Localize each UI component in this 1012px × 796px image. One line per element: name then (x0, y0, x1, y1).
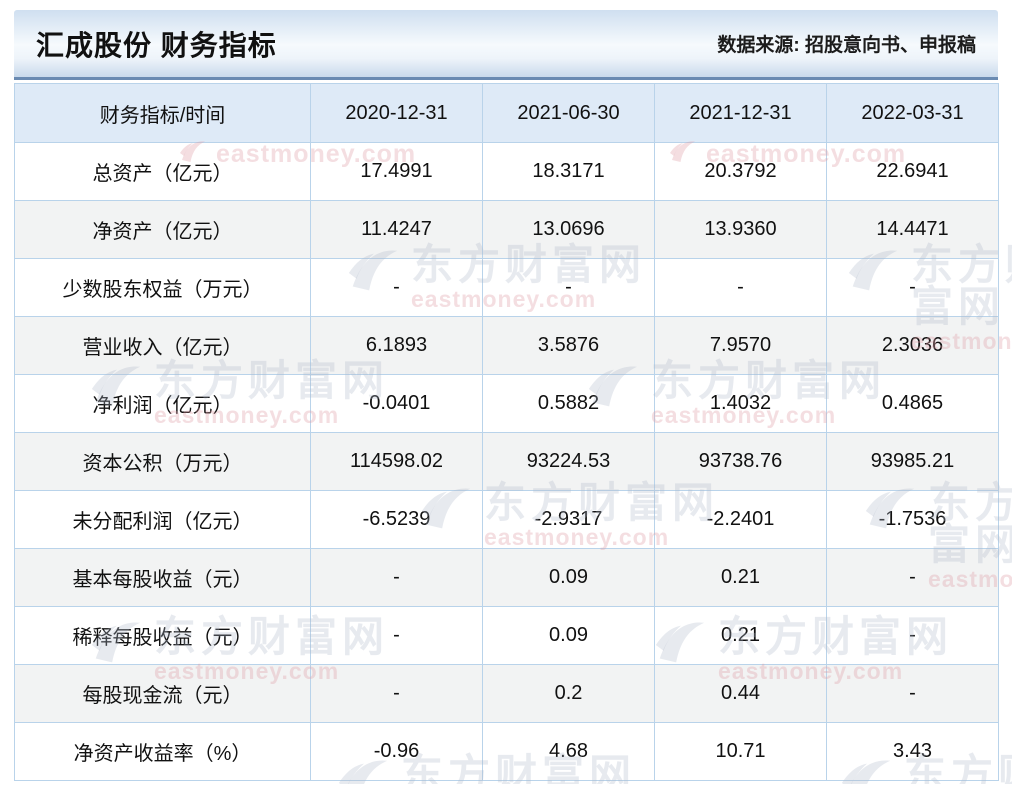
value-cell: 0.44 (654, 664, 827, 723)
metric-label-cell: 稀释每股收益（元） (14, 606, 311, 665)
data-source-label: 数据来源: 招股意向书、申报稿 (717, 35, 976, 56)
column-header-date: 2021-12-31 (654, 83, 827, 143)
value-cell: 93985.21 (826, 432, 999, 491)
value-cell: 18.3171 (482, 142, 655, 201)
value-cell: 6.1893 (310, 316, 483, 375)
table-row: 净资产（亿元） 11.4247 13.0696 13.9360 14.4471 (14, 200, 999, 259)
metric-label-cell: 每股现金流（元） (14, 664, 311, 723)
title-banner: 汇成股份 财务指标 数据来源: 招股意向书、申报稿 (14, 10, 998, 80)
table-row: 少数股东权益（万元） - - - - (14, 258, 999, 317)
value-cell: 0.21 (654, 606, 827, 665)
value-cell: 0.5882 (482, 374, 655, 433)
value-cell: 3.43 (826, 722, 999, 781)
value-cell: -0.0401 (310, 374, 483, 433)
value-cell: -2.2401 (654, 490, 827, 549)
value-cell: 22.6941 (826, 142, 999, 201)
column-header-date: 2022-03-31 (826, 83, 999, 143)
metric-label-cell: 总资产（亿元） (14, 142, 311, 201)
financial-indicators-table: 财务指标/时间 2020-12-31 2021-06-30 2021-12-31… (14, 83, 999, 781)
value-cell: -6.5239 (310, 490, 483, 549)
value-cell: 0.4865 (826, 374, 999, 433)
table-row: 净资产收益率（%） -0.96 4.68 10.71 3.43 (14, 722, 999, 781)
value-cell: 0.09 (482, 606, 655, 665)
value-cell: - (826, 664, 999, 723)
metric-label-cell: 净利润（亿元） (14, 374, 311, 433)
table-row: 每股现金流（元） - 0.2 0.44 - (14, 664, 999, 723)
value-cell: 0.2 (482, 664, 655, 723)
table-row: 资本公积（万元） 114598.02 93224.53 93738.76 939… (14, 432, 999, 491)
column-header-date: 2021-06-30 (482, 83, 655, 143)
metric-label-cell: 资本公积（万元） (14, 432, 311, 491)
value-cell: 4.68 (482, 722, 655, 781)
value-cell: 13.0696 (482, 200, 655, 259)
value-cell: 114598.02 (310, 432, 483, 491)
metric-label-cell: 基本每股收益（元） (14, 548, 311, 607)
value-cell: -1.7536 (826, 490, 999, 549)
page-title: 汇成股份 财务指标 (36, 29, 277, 61)
value-cell: - (482, 258, 655, 317)
metric-label-cell: 未分配利润（亿元） (14, 490, 311, 549)
value-cell: 7.9570 (654, 316, 827, 375)
value-cell: - (310, 548, 483, 607)
table-header-row: 财务指标/时间 2020-12-31 2021-06-30 2021-12-31… (14, 83, 999, 143)
value-cell: 0.09 (482, 548, 655, 607)
table-row: 基本每股收益（元） - 0.09 0.21 - (14, 548, 999, 607)
metric-label-cell: 营业收入（亿元） (14, 316, 311, 375)
value-cell: 14.4471 (826, 200, 999, 259)
value-cell: 1.4032 (654, 374, 827, 433)
table-row: 净利润（亿元） -0.0401 0.5882 1.4032 0.4865 (14, 374, 999, 433)
metric-label-cell: 少数股东权益（万元） (14, 258, 311, 317)
value-cell: - (826, 548, 999, 607)
value-cell: - (826, 606, 999, 665)
value-cell: 13.9360 (654, 200, 827, 259)
table-row: 稀释每股收益（元） - 0.09 0.21 - (14, 606, 999, 665)
value-cell: 2.3036 (826, 316, 999, 375)
value-cell: 11.4247 (310, 200, 483, 259)
value-cell: -2.9317 (482, 490, 655, 549)
table-row: 总资产（亿元） 17.4991 18.3171 20.3792 22.6941 (14, 142, 999, 201)
table-row: 未分配利润（亿元） -6.5239 -2.9317 -2.2401 -1.753… (14, 490, 999, 549)
value-cell: - (826, 258, 999, 317)
value-cell: - (310, 606, 483, 665)
value-cell: - (654, 258, 827, 317)
value-cell: 3.5876 (482, 316, 655, 375)
value-cell: 93738.76 (654, 432, 827, 491)
metric-label-cell: 净资产收益率（%） (14, 722, 311, 781)
value-cell: 0.21 (654, 548, 827, 607)
value-cell: 10.71 (654, 722, 827, 781)
column-header-metric: 财务指标/时间 (14, 83, 311, 143)
value-cell: - (310, 664, 483, 723)
value-cell: - (310, 258, 483, 317)
value-cell: 93224.53 (482, 432, 655, 491)
table-row: 营业收入（亿元） 6.1893 3.5876 7.9570 2.3036 (14, 316, 999, 375)
value-cell: -0.96 (310, 722, 483, 781)
value-cell: 20.3792 (654, 142, 827, 201)
value-cell: 17.4991 (310, 142, 483, 201)
metric-label-cell: 净资产（亿元） (14, 200, 311, 259)
column-header-date: 2020-12-31 (310, 83, 483, 143)
